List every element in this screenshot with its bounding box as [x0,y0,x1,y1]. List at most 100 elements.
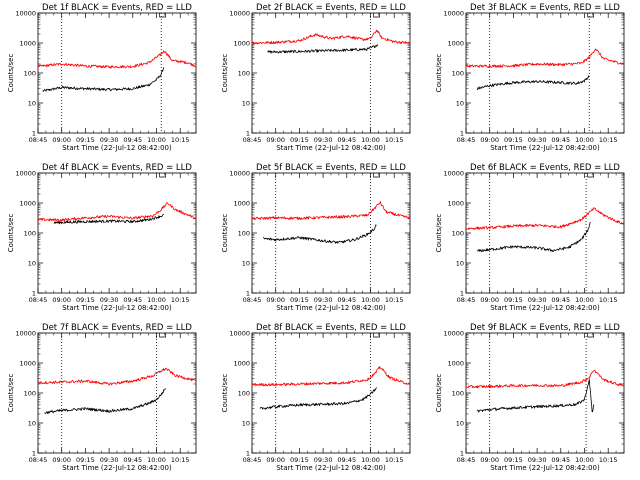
x-tick-label: 09:30 [528,456,547,464]
x-tick-label: 08:45 [243,136,262,144]
y-tick-label: 10 [456,419,464,427]
x-tick-label: 10:00 [147,456,166,464]
y-tick-label: 10000 [229,169,250,177]
detector-panel: Det 5f BLACK = Events, RED = LLD 1 10 100 10… [221,163,411,312]
detector-panel: Det 9f BLACK = Events, RED = LLD 1 10 100 10… [435,323,625,472]
panel-title: Det 2f BLACK = Events, RED = LLD [256,3,406,13]
x-axis-label: Start Time (22-Jul-12 08:42:00) [62,304,172,312]
y-tick-label: 10000 [15,329,36,337]
x-tick-label: 10:15 [385,456,404,464]
x-tick-label: 09:45 [551,136,570,144]
y-tick-label: 10 [242,419,250,427]
y-tick-label: 1 [460,289,464,297]
x-axis-label: Start Time (22-Jul-12 08:42:00) [490,144,600,152]
lld-series-line [465,48,624,68]
x-tick-label: 10:15 [171,456,190,464]
y-tick-label: 1000 [19,199,36,207]
detector-panel: Det 1f BLACK = Events, RED = LLD 1 10 100 10… [7,3,197,152]
y-tick-label: 100 [452,229,464,237]
y-tick-label: 10000 [443,329,464,337]
x-tick-label: 09:45 [551,456,570,464]
peak-bracket-marker [587,333,595,338]
lld-series-line [465,369,624,389]
x-tick-label: 09:30 [314,456,333,464]
x-tick-label: 09:45 [123,296,142,304]
y-axis-label: Counts/sec [7,54,15,93]
y-tick-label: 1 [246,289,250,297]
y-tick-label: 10000 [229,329,250,337]
x-axis-label: Start Time (22-Jul-12 08:42:00) [62,464,172,472]
x-axis-label: Start Time (22-Jul-12 08:42:00) [490,464,600,472]
y-tick-label: 10 [456,99,464,107]
y-tick-label: 1 [246,449,250,457]
x-tick-label: 10:15 [171,296,190,304]
y-tick-label: 1 [460,449,464,457]
x-tick-label: 09:30 [314,296,333,304]
y-tick-label: 10000 [443,9,464,17]
x-tick-label: 09:15 [76,136,95,144]
lld-series-line [251,366,410,387]
y-axis-label: Counts/sec [435,374,443,413]
x-tick-label: 09:45 [337,456,356,464]
x-tick-label: 09:00 [52,456,71,464]
x-tick-label: 08:45 [29,136,48,144]
y-axis-label: Counts/sec [7,374,15,413]
y-tick-label: 10 [28,259,36,267]
x-tick-label: 09:45 [551,296,570,304]
y-tick-label: 100 [238,389,250,397]
x-tick-label: 09:15 [504,296,523,304]
x-tick-label: 09:00 [266,136,285,144]
x-tick-label: 09:00 [52,296,71,304]
lld-series-line [251,201,410,221]
x-tick-label: 09:45 [123,136,142,144]
y-tick-label: 10 [242,99,250,107]
x-tick-label: 10:00 [361,136,380,144]
x-tick-label: 08:45 [29,296,48,304]
x-tick-label: 09:45 [337,296,356,304]
events-series-line [267,44,379,54]
detector-panel: Det 3f BLACK = Events, RED = LLD 1 10 100 10… [435,3,625,152]
y-tick-label: 100 [452,389,464,397]
y-tick-label: 1000 [447,39,464,47]
x-tick-label: 09:30 [100,456,119,464]
peak-bracket-marker [373,333,381,338]
x-tick-label: 09:00 [266,296,285,304]
x-axis-label: Start Time (22-Jul-12 08:42:00) [276,144,386,152]
panel-title: Det 3f BLACK = Events, RED = LLD [470,3,620,13]
events-series-line [42,67,165,92]
y-tick-label: 10000 [15,9,36,17]
x-tick-label: 09:00 [480,136,499,144]
y-tick-label: 100 [238,229,250,237]
y-tick-label: 1 [246,129,250,137]
peak-bracket-marker [373,13,381,18]
y-tick-label: 100 [24,69,36,77]
detector-panel: Det 4f BLACK = Events, RED = LLD 1 10 100 10… [7,163,197,312]
y-tick-label: 1000 [233,359,250,367]
y-axis-label: Counts/sec [221,374,229,413]
x-tick-label: 09:00 [266,456,285,464]
y-tick-label: 100 [24,229,36,237]
y-tick-label: 1 [32,449,36,457]
peak-bracket-marker [587,13,595,18]
detector-panel: Det 2f BLACK = Events, RED = LLD 1 10 100 10… [221,3,411,152]
x-tick-label: 09:45 [123,456,142,464]
lld-series-line [251,29,410,45]
y-tick-label: 1000 [233,39,250,47]
y-tick-label: 1000 [19,39,36,47]
y-tick-label: 10000 [15,169,36,177]
panel-title: Det 5f BLACK = Events, RED = LLD [256,163,406,173]
peak-bracket-marker [587,173,595,178]
peak-bracket-marker [159,13,167,18]
peak-bracket-marker [373,173,381,178]
x-axis-label: Start Time (22-Jul-12 08:42:00) [276,464,386,472]
y-axis-label: Counts/sec [435,54,443,93]
x-tick-label: 10:15 [599,136,618,144]
y-tick-label: 100 [238,69,250,77]
x-tick-label: 10:15 [171,136,190,144]
x-tick-label: 08:45 [457,136,476,144]
y-axis-label: Counts/sec [7,214,15,253]
events-series-line [44,388,166,415]
lld-series-line [465,207,624,230]
lld-series-line [37,202,196,222]
